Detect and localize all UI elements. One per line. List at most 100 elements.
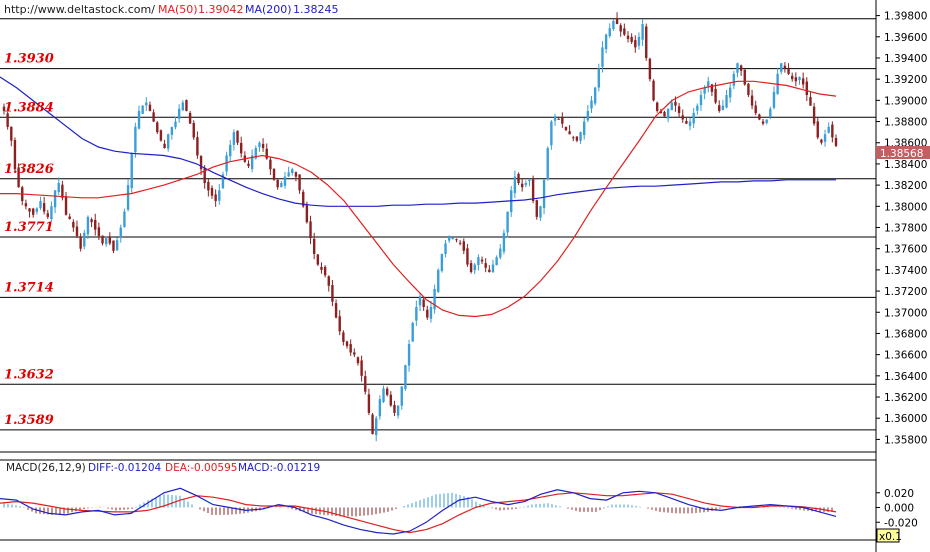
candle-body xyxy=(207,181,210,191)
candle-body xyxy=(371,414,374,435)
candle-body xyxy=(389,394,393,406)
candle-body xyxy=(429,306,433,319)
candle-body xyxy=(655,102,659,111)
price-tick-label: 1.39800 xyxy=(884,11,927,23)
candle-body xyxy=(320,266,323,270)
candle-body xyxy=(57,183,60,193)
candle-body xyxy=(524,183,528,185)
candle-body xyxy=(758,114,761,120)
current-price-tag xyxy=(876,146,930,159)
candle-body xyxy=(783,65,787,69)
level-label: 1.3884 xyxy=(4,100,54,115)
candle-body xyxy=(6,113,9,127)
candle-body xyxy=(721,105,725,110)
candle-body xyxy=(499,248,502,258)
candle-body xyxy=(469,263,473,272)
candle-body xyxy=(101,235,104,244)
price-tick-label: 1.36600 xyxy=(884,350,927,362)
candle-body xyxy=(342,332,345,342)
candle-body xyxy=(685,121,688,124)
candle-body xyxy=(174,121,177,128)
candle-body xyxy=(108,236,112,244)
candle-body xyxy=(39,201,42,209)
candle-body xyxy=(561,117,564,124)
candle-body xyxy=(287,172,290,177)
candle-body xyxy=(61,184,64,198)
candle-body xyxy=(407,344,411,366)
candle-body xyxy=(126,185,130,210)
candle-body xyxy=(159,130,163,141)
candle-body xyxy=(188,112,192,124)
candle-body xyxy=(572,137,575,139)
candle-body xyxy=(458,242,462,244)
candle-body xyxy=(141,105,144,114)
source-url: http://www.deltastock.com/ xyxy=(4,3,155,16)
candle-body xyxy=(663,111,666,117)
candle-body xyxy=(557,118,560,120)
candle-body xyxy=(86,216,90,235)
macd-tick-label: 0.000 xyxy=(884,503,914,515)
candle-body xyxy=(229,144,232,157)
candle-body xyxy=(247,163,250,167)
price-tick-label: 1.38200 xyxy=(884,180,927,192)
macd-dea-line xyxy=(0,492,837,534)
candle-body xyxy=(769,108,772,117)
candle-body xyxy=(696,105,699,111)
candle-body xyxy=(291,169,294,174)
candle-body xyxy=(812,106,816,124)
candle-body xyxy=(703,87,706,94)
candle-body xyxy=(801,78,805,85)
candle-body xyxy=(823,134,827,142)
price-tick-label: 1.38400 xyxy=(884,159,927,171)
candle-body xyxy=(156,122,159,133)
candle-body xyxy=(728,87,732,98)
candle-body xyxy=(239,142,243,154)
candle-body xyxy=(502,232,506,252)
price-axis-ticks: 1.39800 1.39600 1.39400 1.39200 1.39000 1.388… xyxy=(876,11,927,446)
macd-diff-label: DIFF:-0.01204 xyxy=(88,462,162,474)
candle-body xyxy=(199,155,203,170)
candle-body xyxy=(261,143,265,149)
macd-title: MACD(26,12,9) xyxy=(6,462,86,474)
candle-body xyxy=(119,227,122,238)
price-tick-label: 1.38000 xyxy=(884,201,927,213)
ma50-value: 1.39042 xyxy=(198,3,244,16)
macd-dea-label: DEA:-0.00595 xyxy=(165,462,237,474)
ma50-label: MA(50) xyxy=(158,3,198,16)
zoom-box[interactable] xyxy=(876,528,900,543)
candle-body xyxy=(674,101,677,106)
candle-body xyxy=(323,266,327,276)
candle-body xyxy=(68,216,71,220)
price-tick-label: 1.37400 xyxy=(884,265,927,277)
candle-body xyxy=(809,97,812,106)
candle-body xyxy=(334,303,338,318)
price-tick-label: 1.38800 xyxy=(884,117,927,129)
candle-body xyxy=(203,168,206,183)
candle-body xyxy=(681,115,684,120)
level-label: 1.3826 xyxy=(4,162,54,177)
zoom-label[interactable]: x0.1 xyxy=(879,531,902,543)
candle-body xyxy=(699,95,703,106)
ma200-value: 1.38245 xyxy=(293,3,339,16)
candle-body xyxy=(473,264,476,271)
candle-body xyxy=(761,121,765,124)
candle-body xyxy=(35,208,39,212)
candle-body xyxy=(356,357,360,364)
candle-body xyxy=(725,95,728,108)
candle-body xyxy=(232,132,236,145)
candle-body xyxy=(75,226,79,236)
macd-value-label: MACD:-0.01219 xyxy=(238,462,320,474)
candle-body xyxy=(375,418,378,436)
price-tick-label: 1.37600 xyxy=(884,244,927,256)
price-tick-label: 1.39400 xyxy=(884,53,927,65)
candle-body xyxy=(327,276,330,286)
candle-body xyxy=(747,83,750,96)
candle-body xyxy=(221,174,225,189)
candle-body xyxy=(820,139,823,143)
candle-body xyxy=(772,91,776,108)
candle-body xyxy=(393,404,396,413)
candle-body xyxy=(546,148,549,180)
candle-body xyxy=(258,142,261,148)
candle-body xyxy=(265,148,268,159)
